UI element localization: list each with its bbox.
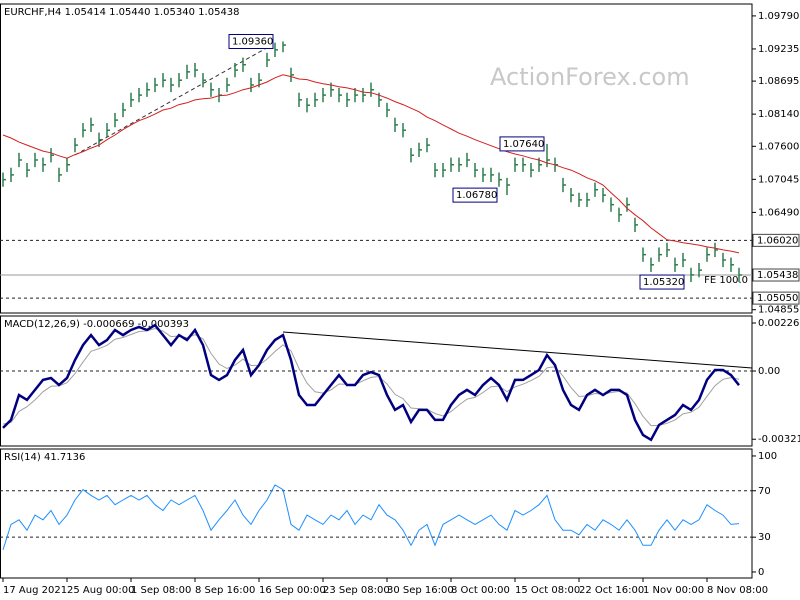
trend-line	[74, 44, 273, 156]
annotation-label: 1.05320	[643, 277, 684, 288]
annotation-box	[452, 187, 498, 203]
y-tick-label: -0.003211	[758, 434, 800, 445]
annotation-label: 1.09360	[232, 37, 273, 48]
series-line	[2, 484, 740, 551]
x-tick-label: 23 Sep 08:00	[323, 585, 390, 596]
x-tick-label: 15 Oct 08:00	[515, 585, 580, 596]
x-tick-label: 8 Nov 08:00	[707, 585, 768, 596]
panel-frame	[0, 315, 753, 447]
panel-frame	[0, 448, 753, 579]
annotation-label: 1.07640	[503, 139, 544, 150]
y-tick-label: 1.09235	[758, 44, 799, 55]
y-tick-label: 70	[758, 486, 771, 497]
annotation-box	[228, 34, 274, 50]
panel-frame	[0, 3, 753, 314]
y-tick-label: 1.08140	[758, 109, 799, 120]
x-tick-label: 8 Sep 16:00	[195, 585, 255, 596]
y-tick-label: 1.09790	[758, 11, 799, 22]
panel-title: RSI(14) 41.7136	[4, 452, 85, 463]
y-tick-label: 0.00226	[758, 318, 799, 329]
y-tick-label: 1.07045	[758, 174, 799, 185]
level-label-box	[752, 291, 800, 305]
series-line	[2, 323, 740, 442]
trend-line	[282, 331, 753, 369]
y-tick-label: 1.04855	[758, 305, 799, 316]
panel-title: MACD(12,26,9) -0.000669 -0.000393	[4, 319, 189, 330]
fe-label: FE 100.0	[704, 275, 748, 286]
series-line	[2, 327, 740, 427]
y-tick-label: 30	[758, 532, 771, 543]
y-tick-label: 0	[758, 567, 764, 578]
x-tick-label: 16 Sep 00:00	[259, 585, 326, 596]
x-tick-label: 8 Oct 00:00	[451, 585, 510, 596]
panel-title: EURCHF,H4 1.05414 1.05440 1.05340 1.0543…	[4, 7, 240, 18]
series-line	[2, 74, 740, 254]
y-tick-label: 1.07600	[758, 141, 799, 152]
annotation-box	[639, 274, 685, 290]
x-tick-label: 25 Aug 00:00	[67, 585, 134, 596]
level-label: 1.05438	[757, 270, 798, 281]
y-tick-label: 1.06490	[758, 207, 799, 218]
x-tick-label: 17 Aug 2021	[3, 585, 67, 596]
x-tick-label: 22 Oct 16:00	[579, 585, 644, 596]
x-tick-label: 30 Sep 16:00	[387, 585, 454, 596]
y-tick-label: 0.00	[758, 366, 780, 377]
x-tick-label: 1 Nov 00:00	[643, 585, 704, 596]
annotation-box	[499, 136, 545, 152]
y-tick-label: 100	[758, 451, 777, 462]
level-label: 1.06020	[757, 235, 798, 246]
annotation-label: 1.06780	[456, 190, 497, 201]
x-tick-label: 1 Sep 08:00	[131, 585, 191, 596]
y-tick-label: 1.08695	[758, 76, 799, 87]
level-label-box	[752, 268, 800, 282]
level-label: 1.05050	[757, 293, 798, 304]
level-label-box	[752, 233, 800, 247]
watermark: ActionForex.com	[490, 63, 690, 91]
